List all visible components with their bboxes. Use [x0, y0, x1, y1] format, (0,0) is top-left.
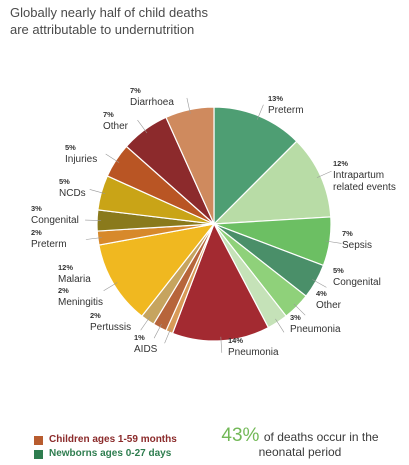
- leader-line-12: [85, 219, 102, 221]
- slice-label-11-0: Preterm: [31, 239, 67, 250]
- leader-line-15: [137, 119, 148, 134]
- slice-pct-15: 7%: [103, 110, 114, 119]
- slice-label-13-0: NCDs: [59, 188, 86, 199]
- slice-pct-6: 14%: [228, 336, 243, 345]
- legend-item-children: Children ages 1-59 months: [34, 433, 177, 447]
- leader-line-10: [103, 282, 118, 291]
- slice-pct-1: 12%: [333, 159, 348, 168]
- slice-label-4-0: Other: [316, 300, 342, 311]
- slice-pct-5: 3%: [290, 313, 301, 322]
- legend-item-newborns: Newborns ages 0-27 days: [34, 447, 177, 461]
- slice-label-2-0: Sepsis: [342, 240, 372, 251]
- title-line-1: Globally nearly half of child deaths: [10, 5, 209, 20]
- leader-line-14: [105, 153, 120, 163]
- slice-pct-2: 7%: [342, 229, 353, 238]
- slice-label-9-0: Meningitis: [58, 297, 103, 308]
- slice-label-14-0: Injuries: [65, 154, 97, 165]
- slice-pct-13: 5%: [59, 177, 70, 186]
- slice-pct-9: 2%: [58, 286, 69, 295]
- leader-line-13: [89, 189, 106, 194]
- slice-label-12-0: Congenital: [31, 215, 79, 226]
- slice-pct-8: 2%: [90, 311, 101, 320]
- slice-pct-3: 5%: [333, 266, 344, 275]
- slice-label-10-0: Malaria: [58, 274, 91, 285]
- slice-pct-14: 5%: [65, 143, 76, 152]
- leader-line-11: [85, 237, 102, 240]
- slice-label-15-0: Other: [103, 121, 129, 132]
- slice-pct-4: 4%: [316, 289, 327, 298]
- slice-pct-16: 7%: [130, 86, 141, 95]
- slice-label-5-0: Pneumonia: [290, 324, 341, 335]
- slice-pct-12: 3%: [31, 204, 42, 213]
- slice-label-0-0: Preterm: [268, 105, 304, 116]
- leader-line-16: [186, 97, 191, 114]
- leader-line-3: [312, 279, 327, 288]
- chart-title: Globally nearly half of child deaths are…: [10, 4, 310, 38]
- neonatal-stat-text-2: neonatal period: [258, 445, 342, 459]
- slice-label-1-0: Intrapartum: [333, 170, 384, 181]
- neonatal-stat-value: 43%: [221, 425, 260, 446]
- slice-label-7-0: AIDS: [134, 344, 158, 355]
- title-line-2: are attributable to undernutrition: [10, 22, 195, 37]
- legend-label-newborns: Newborns ages 0-27 days: [49, 448, 172, 459]
- leader-line-8: [153, 323, 162, 339]
- leader-line-0: [256, 104, 264, 120]
- slice-label-16-0: Diarrhoea: [130, 97, 174, 108]
- neonatal-stat: 43% of deaths occur in the neonatal peri…: [205, 425, 395, 460]
- slice-label-1-1: related events: [333, 182, 396, 193]
- legend-label-children: Children ages 1-59 months: [49, 434, 177, 445]
- slice-label-6-0: Pneumonia: [228, 347, 279, 358]
- legend-swatch-newborns: [34, 449, 43, 459]
- slice-label-3-0: Congenital: [333, 277, 381, 288]
- leader-line-6: [220, 336, 223, 353]
- leader-line-5: [275, 318, 285, 333]
- neonatal-stat-text-1: of deaths occur in the: [263, 430, 379, 444]
- slice-label-8-0: Pertussis: [90, 322, 131, 333]
- leader-line-1: [316, 170, 332, 178]
- slice-pct-10: 12%: [58, 263, 73, 272]
- leader-line-9: [140, 316, 151, 331]
- slice-pct-11: 2%: [31, 228, 42, 237]
- slice-pct-0: 13%: [268, 94, 283, 103]
- leader-line-2: [325, 240, 342, 244]
- slice-pct-7: 1%: [134, 333, 145, 342]
- leader-line-7: [164, 328, 172, 344]
- legend-swatch-children: [34, 435, 43, 445]
- leader-line-4: [293, 303, 306, 316]
- legend: Children ages 1-59 months Newborns ages …: [34, 433, 177, 461]
